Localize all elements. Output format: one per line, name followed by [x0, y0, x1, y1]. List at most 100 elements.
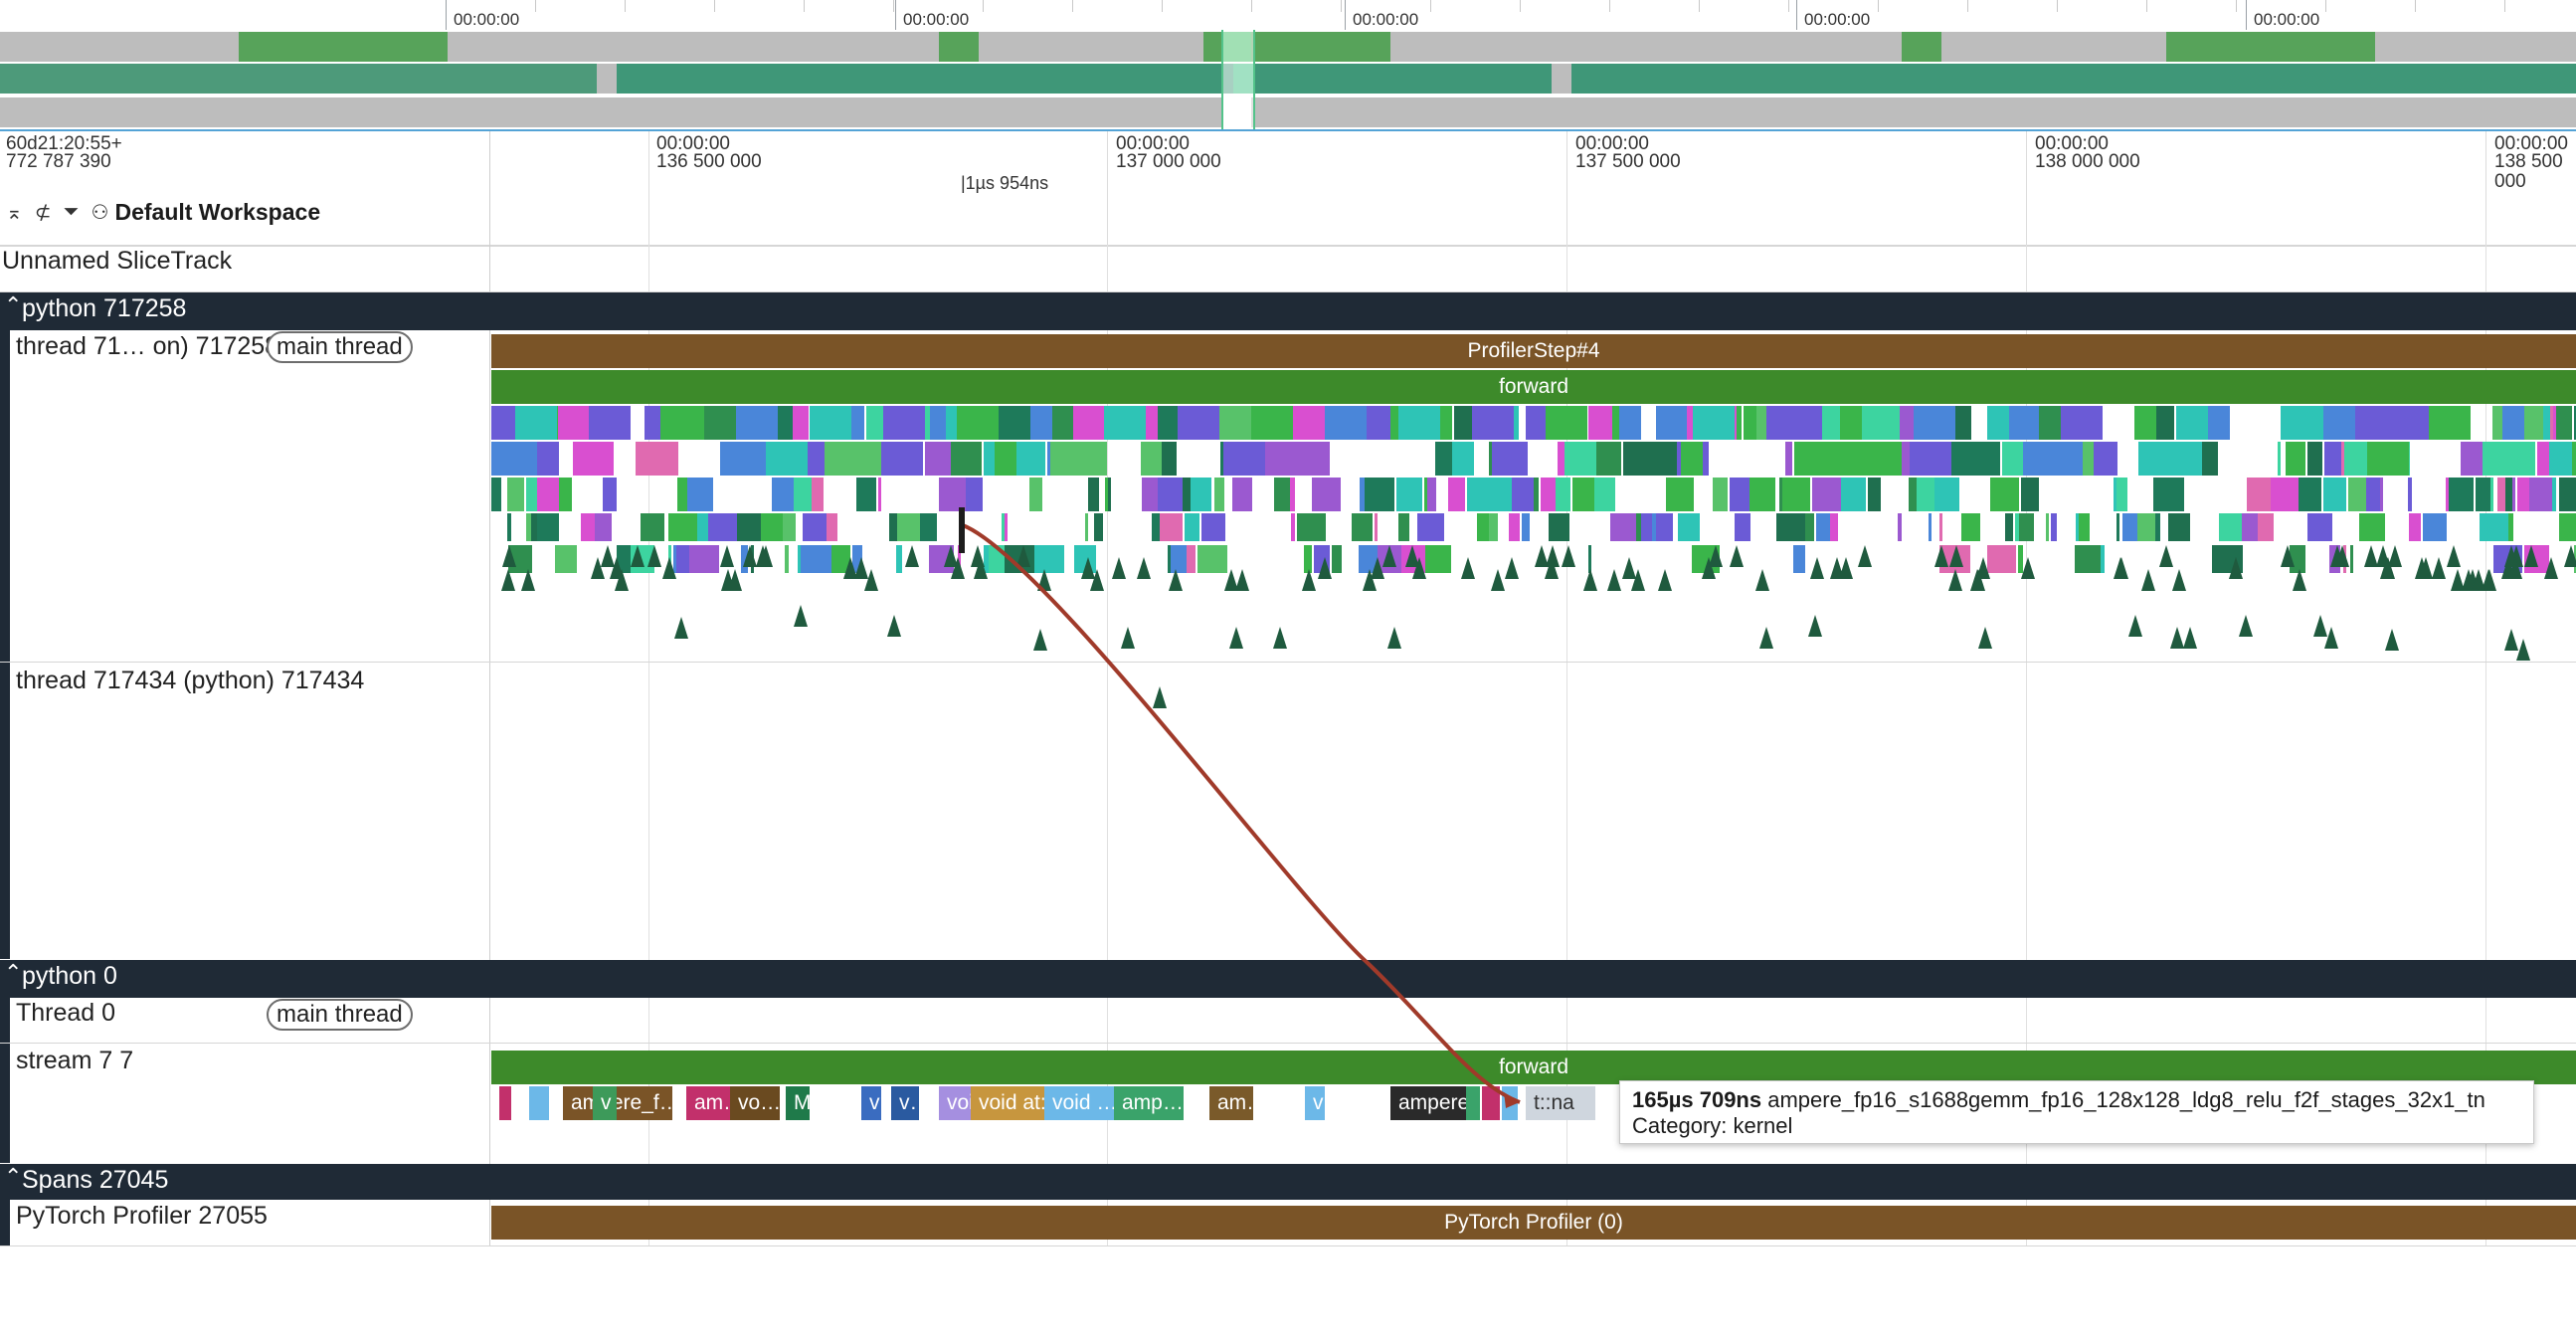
track-stream-7[interactable]: stream 7 7	[16, 1047, 134, 1074]
flame-slice-labeled[interactable]	[1766, 406, 1808, 440]
flame-slice[interactable]	[1291, 513, 1295, 541]
flame-slice-labeled[interactable]	[2061, 406, 2103, 440]
flame-slice[interactable]	[1183, 478, 1191, 511]
flame-slice[interactable]	[2559, 513, 2576, 541]
flame-slice[interactable]	[2019, 513, 2034, 541]
instant-event-marker[interactable]	[1405, 545, 1419, 567]
track-thread-0[interactable]: Thread 0	[16, 999, 116, 1027]
flame-slice[interactable]	[1656, 406, 1687, 440]
flame-slice[interactable]	[1713, 478, 1728, 511]
instant-event-marker[interactable]	[502, 545, 516, 567]
instant-event-marker[interactable]	[1631, 569, 1645, 591]
flame-slice[interactable]	[1934, 478, 1959, 511]
flame-slice[interactable]	[1297, 513, 1326, 541]
flame-slice[interactable]	[825, 442, 881, 476]
flame-slice[interactable]	[2461, 442, 2483, 476]
flame-slice[interactable]	[1610, 513, 1636, 541]
instant-event-marker[interactable]	[1037, 569, 1051, 591]
flame-slice-labeled[interactable]	[995, 442, 1016, 476]
flame-slice[interactable]	[1360, 478, 1365, 511]
flame-slice-labeled[interactable]	[1693, 406, 1735, 440]
flame-slice[interactable]	[1398, 513, 1409, 541]
flame-slice[interactable]	[689, 545, 719, 573]
flame-slice[interactable]	[2114, 478, 2116, 511]
instant-event-marker[interactable]	[1755, 569, 1769, 591]
flame-slice[interactable]	[2512, 478, 2515, 511]
flame-slice[interactable]	[989, 545, 1005, 573]
flame-slice[interactable]	[1375, 513, 1378, 541]
flame-slice[interactable]	[2549, 442, 2572, 476]
flame-slice[interactable]	[1489, 513, 1498, 541]
instant-event-marker[interactable]	[1033, 629, 1047, 651]
instant-event-marker[interactable]	[1562, 545, 1575, 567]
flame-slice[interactable]	[2559, 478, 2576, 511]
flame-slice-labeled[interactable]	[1452, 442, 1474, 476]
instant-event-marker[interactable]	[756, 545, 770, 567]
flame-slice[interactable]	[761, 513, 783, 541]
flame-slice[interactable]	[2529, 478, 2535, 511]
flame-slice[interactable]	[827, 513, 837, 541]
flame-slice[interactable]	[2307, 513, 2332, 541]
flame-slice[interactable]	[856, 478, 876, 511]
group-header-python-717258[interactable]: ⌃ python 717258	[0, 292, 2576, 330]
flame-slice[interactable]	[1558, 442, 1564, 476]
flame-slice-labeled[interactable]	[2134, 406, 2156, 440]
flame-slice[interactable]	[1549, 513, 1569, 541]
instant-event-marker[interactable]	[1607, 569, 1621, 591]
instant-event-marker[interactable]	[674, 617, 688, 639]
flame-slice[interactable]	[1158, 478, 1183, 511]
flame-slice[interactable]	[1191, 478, 1211, 511]
instant-event-marker[interactable]	[1371, 557, 1384, 579]
instant-event-marker[interactable]	[2293, 569, 2306, 591]
flame-slice[interactable]	[2242, 513, 2258, 541]
flame-slice[interactable]	[491, 478, 501, 511]
flame-slice[interactable]	[676, 545, 689, 573]
flame-slice[interactable]	[1594, 478, 1615, 511]
flame-slice[interactable]	[708, 513, 737, 541]
instant-event-marker[interactable]	[2141, 569, 2155, 591]
flame-slice[interactable]	[1805, 513, 1814, 541]
flame-slice[interactable]	[2371, 406, 2433, 440]
flame-slice[interactable]	[1909, 478, 1917, 511]
flame-slice[interactable]	[878, 478, 881, 511]
instant-event-marker[interactable]	[647, 545, 661, 567]
flame-slice[interactable]	[966, 478, 983, 511]
instant-event-marker[interactable]	[2472, 569, 2485, 591]
instant-event-marker[interactable]	[743, 545, 757, 567]
instant-event-marker[interactable]	[2524, 545, 2538, 567]
flame-slice[interactable]	[1232, 478, 1252, 511]
flame-slice[interactable]	[603, 478, 617, 511]
track-unnamed-slicetrack[interactable]: Unnamed SliceTrack	[2, 247, 233, 275]
flame-slice[interactable]	[2247, 478, 2271, 511]
flame-slice[interactable]	[2094, 442, 2117, 476]
instant-event-marker[interactable]	[1976, 557, 1990, 579]
instant-event-marker[interactable]	[2313, 615, 2327, 637]
flame-slice[interactable]	[2490, 478, 2493, 511]
flame-slice[interactable]	[1187, 545, 1196, 573]
track-thread-717434[interactable]: thread 717434 (python) 717434	[16, 667, 365, 694]
flame-slice[interactable]	[697, 513, 708, 541]
flame-slice-labeled[interactable]	[537, 442, 559, 476]
flame-slice[interactable]	[812, 478, 824, 511]
instant-event-marker[interactable]	[1153, 686, 1167, 708]
instant-event-marker[interactable]	[2451, 569, 2465, 591]
flame-slice-labeled[interactable]	[2208, 406, 2230, 440]
flame-slice[interactable]	[1917, 478, 1934, 511]
flame-slice[interactable]	[2476, 478, 2490, 511]
flame-slice[interactable]	[2286, 442, 2305, 476]
flame-slice[interactable]	[1005, 513, 1008, 541]
flame-slice[interactable]	[2079, 513, 2090, 541]
flame-slice[interactable]	[2359, 513, 2385, 541]
instant-event-marker[interactable]	[1934, 545, 1948, 567]
instant-event-marker[interactable]	[2330, 545, 2344, 567]
flame-slice-labeled[interactable]	[515, 406, 557, 440]
instant-event-marker[interactable]	[662, 557, 676, 579]
instant-event-marker[interactable]	[1759, 627, 1773, 649]
flame-slice[interactable]	[774, 406, 793, 440]
instant-event-marker[interactable]	[1535, 545, 1549, 567]
flame-slice[interactable]	[1812, 478, 1841, 511]
instant-event-marker[interactable]	[1546, 545, 1560, 567]
flame-slice[interactable]	[668, 513, 697, 541]
flame-slice-labeled[interactable]	[883, 406, 925, 440]
kernel-slice[interactable]: t::na	[1526, 1086, 1595, 1120]
